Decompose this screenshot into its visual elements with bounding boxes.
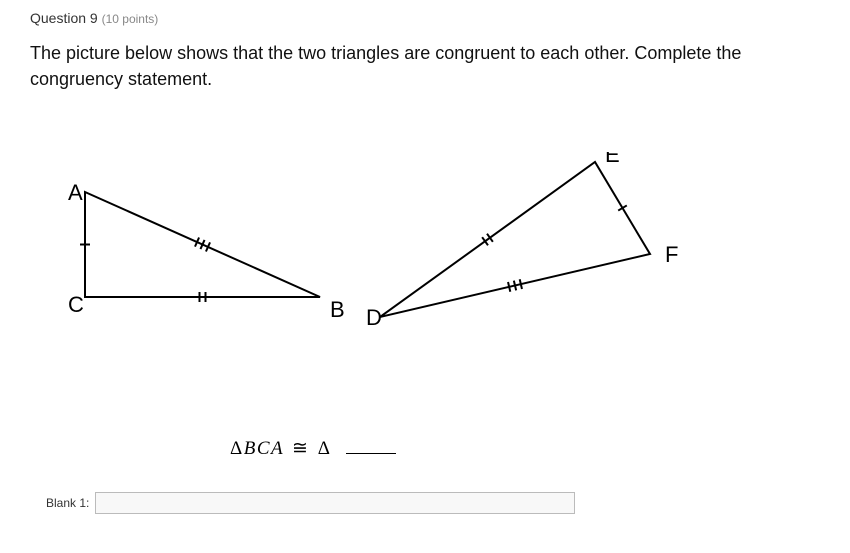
question-number: Question 9 [30,10,98,26]
triangles-diagram: A C BD E F [40,152,680,372]
answer-row: Blank 1: [46,492,820,514]
figure-container: A C BD E F [40,152,820,377]
question-stem: The picture below shows that the two tri… [30,40,820,92]
question-points: (10 points) [102,12,159,26]
congruency-statement: ΔBCA ≅ Δ [230,437,820,460]
triangle-1-letters: BCA [244,438,284,459]
question-header: Question 9 (10 points) [30,10,820,26]
blank-label: Blank 1: [46,496,89,510]
svg-text:A: A [68,180,83,205]
svg-text:F: F [665,242,678,267]
blank-underline [346,453,396,454]
delta-symbol-1: Δ [230,438,244,459]
svg-text:B: B [330,297,345,322]
congruent-symbol: ≅ [292,438,309,459]
delta-symbol-2: Δ [318,438,332,459]
svg-text:C: C [68,292,84,317]
svg-text:E: E [605,152,620,167]
blank-1-input[interactable] [95,492,575,514]
svg-text:D: D [366,305,382,330]
